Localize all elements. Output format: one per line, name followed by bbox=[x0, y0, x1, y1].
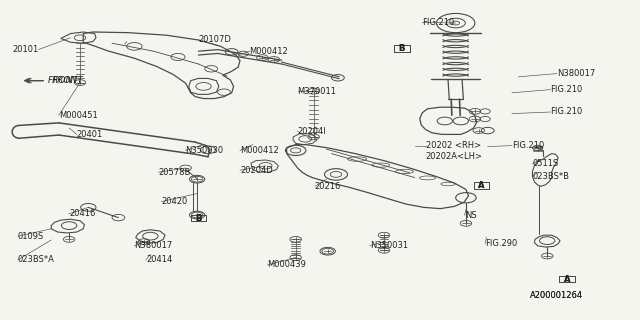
Text: FIG.210: FIG.210 bbox=[512, 141, 544, 150]
Text: 023BS*B: 023BS*B bbox=[532, 172, 570, 181]
Text: 20202A<LH>: 20202A<LH> bbox=[426, 152, 483, 161]
Text: A: A bbox=[564, 275, 570, 284]
Text: A: A bbox=[478, 181, 484, 190]
Text: NS: NS bbox=[465, 211, 476, 220]
Text: 20416: 20416 bbox=[69, 209, 95, 218]
Text: A: A bbox=[478, 181, 484, 190]
Text: A: A bbox=[564, 275, 570, 284]
Text: M000412: M000412 bbox=[250, 47, 289, 56]
Text: FRONT: FRONT bbox=[52, 76, 83, 85]
Text: 023BS*A: 023BS*A bbox=[18, 255, 55, 264]
Text: 0511S: 0511S bbox=[532, 159, 559, 168]
Text: FRONT: FRONT bbox=[48, 76, 79, 85]
Text: 20101: 20101 bbox=[12, 45, 38, 54]
Text: 20216: 20216 bbox=[315, 182, 341, 191]
Text: 20578B: 20578B bbox=[159, 168, 191, 177]
Text: 20401: 20401 bbox=[77, 130, 103, 139]
Text: A200001264: A200001264 bbox=[530, 291, 583, 300]
Text: 20420: 20420 bbox=[161, 197, 188, 206]
Text: B: B bbox=[399, 44, 405, 53]
Text: 20202 <RH>: 20202 <RH> bbox=[426, 141, 481, 150]
Text: M000412: M000412 bbox=[240, 146, 279, 155]
Text: 20107D: 20107D bbox=[198, 36, 231, 44]
Text: N380017: N380017 bbox=[134, 241, 173, 250]
Text: FIG.210: FIG.210 bbox=[550, 108, 582, 116]
Text: N350030: N350030 bbox=[186, 146, 224, 155]
Text: B: B bbox=[195, 214, 202, 223]
Text: 20204I: 20204I bbox=[298, 127, 326, 136]
Text: 20204D: 20204D bbox=[240, 166, 273, 175]
Text: N350031: N350031 bbox=[370, 241, 408, 250]
Text: A200001264: A200001264 bbox=[530, 291, 583, 300]
Text: FIG.210: FIG.210 bbox=[550, 85, 582, 94]
Text: M000439: M000439 bbox=[268, 260, 307, 269]
Text: N380017: N380017 bbox=[557, 69, 595, 78]
Text: FIG.290: FIG.290 bbox=[485, 239, 517, 248]
Text: 0109S: 0109S bbox=[18, 232, 44, 241]
Text: FIG.210: FIG.210 bbox=[422, 18, 454, 27]
Text: M370011: M370011 bbox=[298, 87, 337, 96]
Text: M000451: M000451 bbox=[59, 111, 98, 120]
Text: B: B bbox=[399, 44, 405, 53]
Text: 20414: 20414 bbox=[146, 255, 172, 264]
Text: B: B bbox=[195, 214, 202, 223]
